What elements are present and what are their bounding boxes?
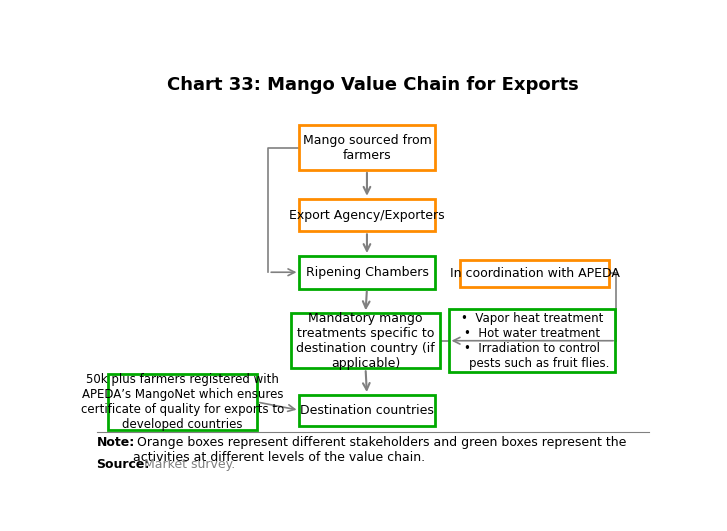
- Text: Market survey.: Market survey.: [140, 458, 236, 472]
- Text: Orange boxes represent different stakeholders and green boxes represent the
acti: Orange boxes represent different stakeho…: [133, 436, 627, 464]
- FancyBboxPatch shape: [300, 256, 435, 289]
- Text: Export Agency/Exporters: Export Agency/Exporters: [289, 209, 445, 221]
- Text: 50k plus farmers registered with
APEDA’s MangoNet which ensures
certificate of q: 50k plus farmers registered with APEDA’s…: [81, 373, 284, 431]
- Text: Destination countries: Destination countries: [300, 404, 434, 417]
- Text: •  Vapor heat treatment
•  Hot water treatment
•  Irradiation to control
    pes: • Vapor heat treatment • Hot water treat…: [454, 312, 609, 370]
- FancyBboxPatch shape: [300, 125, 435, 170]
- Text: In coordination with APEDA: In coordination with APEDA: [449, 267, 619, 280]
- Text: Chart 33: Mango Value Chain for Exports: Chart 33: Mango Value Chain for Exports: [166, 76, 579, 94]
- FancyBboxPatch shape: [300, 199, 435, 232]
- FancyBboxPatch shape: [449, 309, 615, 372]
- FancyBboxPatch shape: [291, 313, 441, 369]
- FancyBboxPatch shape: [300, 395, 435, 425]
- Text: Ripening Chambers: Ripening Chambers: [305, 266, 428, 279]
- FancyBboxPatch shape: [460, 260, 609, 287]
- Text: Mango sourced from
farmers: Mango sourced from farmers: [302, 133, 431, 161]
- Text: Note:: Note:: [97, 436, 134, 449]
- Text: Mandatory mango
treatments specific to
destination country (if
applicable): Mandatory mango treatments specific to d…: [296, 312, 435, 370]
- Text: Source:: Source:: [97, 458, 150, 472]
- FancyBboxPatch shape: [108, 374, 257, 430]
